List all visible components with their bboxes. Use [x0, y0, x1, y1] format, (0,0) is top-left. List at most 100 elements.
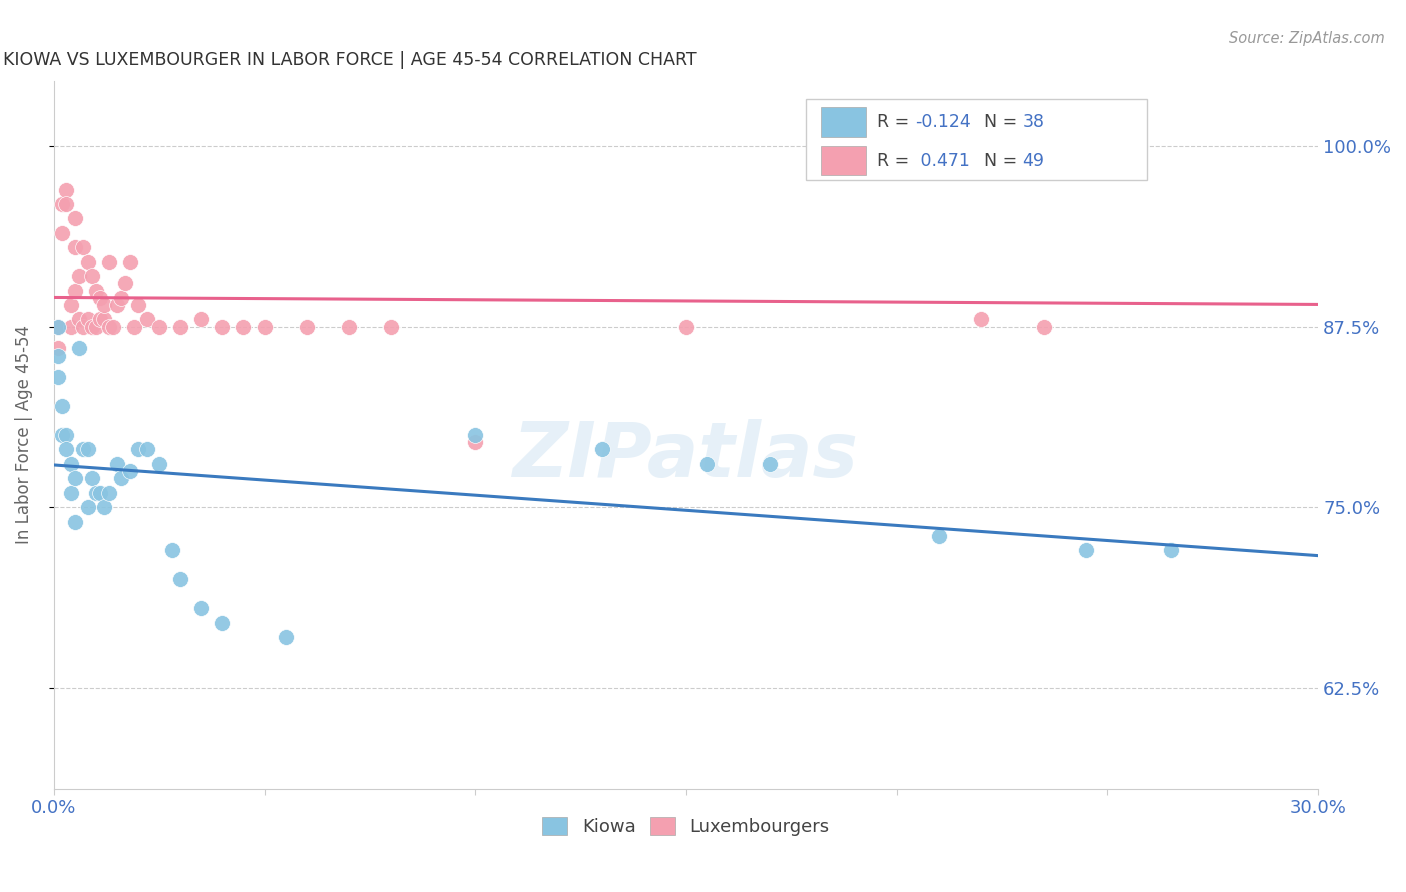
Point	[84, 284, 107, 298]
Point	[1033, 319, 1056, 334]
Point	[46, 349, 69, 363]
Point	[76, 442, 98, 457]
Point	[67, 269, 90, 284]
Point	[89, 312, 111, 326]
Point	[160, 543, 183, 558]
Point	[93, 298, 115, 312]
Point	[76, 254, 98, 268]
Point	[55, 197, 77, 211]
Point	[190, 601, 212, 615]
Point	[101, 319, 124, 334]
Text: ZIPatlas: ZIPatlas	[513, 419, 859, 493]
Point	[232, 319, 254, 334]
Point	[76, 312, 98, 326]
FancyBboxPatch shape	[806, 99, 1147, 180]
Y-axis label: In Labor Force | Age 45-54: In Labor Force | Age 45-54	[15, 326, 32, 544]
Point	[89, 291, 111, 305]
Point	[1076, 543, 1098, 558]
Text: N =: N =	[984, 112, 1024, 130]
Point	[97, 254, 120, 268]
Point	[59, 319, 82, 334]
Point	[51, 197, 73, 211]
Point	[93, 312, 115, 326]
Point	[105, 298, 128, 312]
Point	[97, 319, 120, 334]
Text: N =: N =	[984, 152, 1024, 169]
Point	[84, 319, 107, 334]
Point	[122, 319, 145, 334]
Point	[127, 442, 149, 457]
Point	[211, 319, 233, 334]
Point	[63, 471, 86, 485]
Point	[110, 471, 132, 485]
Point	[97, 485, 120, 500]
Point	[169, 572, 191, 586]
Point	[55, 428, 77, 442]
Point	[67, 342, 90, 356]
Point	[76, 500, 98, 514]
Point	[72, 240, 94, 254]
Point	[127, 298, 149, 312]
Point	[93, 500, 115, 514]
Point	[675, 319, 697, 334]
Point	[464, 428, 486, 442]
Point	[337, 319, 360, 334]
Point	[51, 428, 73, 442]
Point	[696, 457, 718, 471]
Point	[46, 370, 69, 384]
Point	[63, 211, 86, 226]
Point	[135, 442, 157, 457]
Point	[380, 319, 402, 334]
Point	[63, 284, 86, 298]
Point	[59, 485, 82, 500]
Point	[89, 485, 111, 500]
Point	[55, 442, 77, 457]
Point	[148, 457, 170, 471]
Point	[63, 515, 86, 529]
Text: R =: R =	[877, 112, 915, 130]
Text: KIOWA VS LUXEMBOURGER IN LABOR FORCE | AGE 45-54 CORRELATION CHART: KIOWA VS LUXEMBOURGER IN LABOR FORCE | A…	[3, 51, 697, 69]
Point	[105, 457, 128, 471]
Text: 0.471: 0.471	[915, 152, 970, 169]
Text: R =: R =	[877, 152, 915, 169]
Point	[51, 226, 73, 240]
Point	[118, 254, 141, 268]
Point	[274, 630, 297, 644]
Point	[80, 269, 103, 284]
Point	[118, 464, 141, 478]
Text: 38: 38	[1022, 112, 1045, 130]
Point	[253, 319, 276, 334]
Point	[190, 312, 212, 326]
Point	[970, 312, 993, 326]
Point	[114, 277, 136, 291]
Point	[80, 471, 103, 485]
FancyBboxPatch shape	[821, 107, 866, 136]
Point	[59, 457, 82, 471]
Point	[928, 529, 950, 543]
Point	[211, 615, 233, 630]
Point	[72, 319, 94, 334]
Point	[59, 298, 82, 312]
Point	[72, 442, 94, 457]
Point	[51, 399, 73, 413]
Legend: Kiowa, Luxembourgers: Kiowa, Luxembourgers	[534, 809, 837, 843]
Text: -0.124: -0.124	[915, 112, 970, 130]
Point	[464, 435, 486, 450]
Point	[759, 457, 782, 471]
Point	[55, 183, 77, 197]
Text: 49: 49	[1022, 152, 1045, 169]
Point	[46, 319, 69, 334]
Point	[295, 319, 318, 334]
Point	[80, 319, 103, 334]
Point	[46, 319, 69, 334]
Text: Source: ZipAtlas.com: Source: ZipAtlas.com	[1229, 31, 1385, 46]
Point	[169, 319, 191, 334]
Point	[1160, 543, 1182, 558]
Point	[148, 319, 170, 334]
Point	[67, 312, 90, 326]
Point	[63, 240, 86, 254]
FancyBboxPatch shape	[821, 145, 866, 176]
Point	[46, 342, 69, 356]
Point	[591, 442, 613, 457]
Point	[84, 485, 107, 500]
